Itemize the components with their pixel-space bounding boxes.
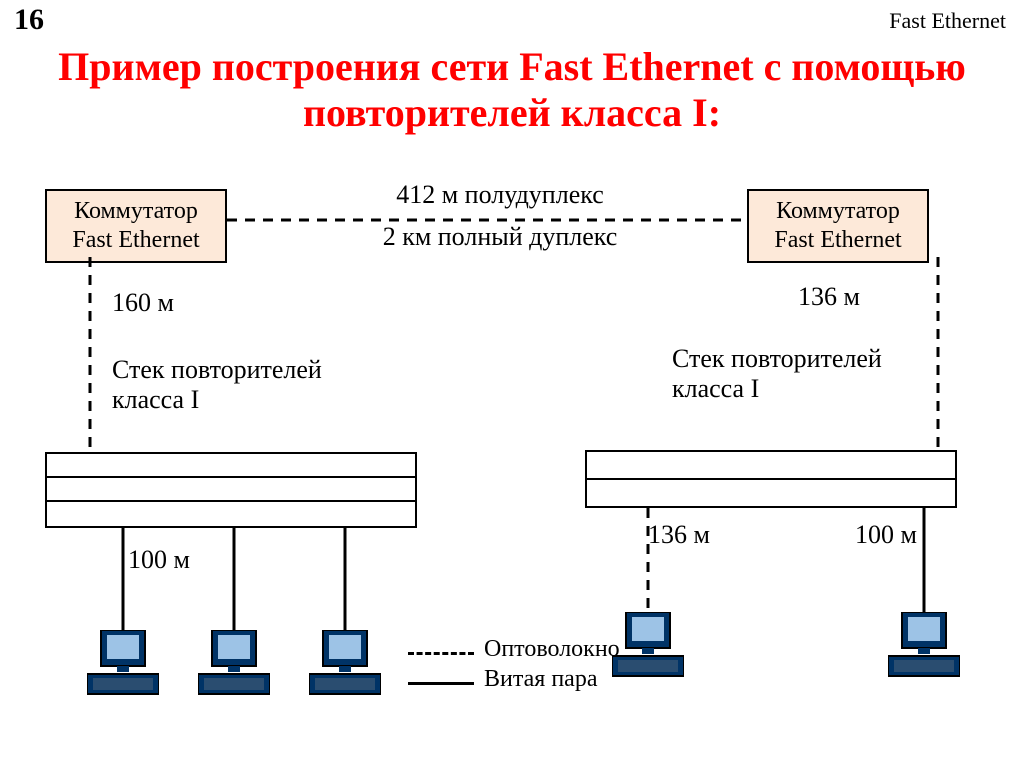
dist-right-pc-left: 136 м [648,520,710,550]
link-label-top: 412 м полудуплекс [350,180,650,210]
switch-left-label1: Коммутатор [57,197,215,226]
switch-right: Коммутатор Fast Ethernet [747,189,929,263]
switch-right-label1: Коммутатор [759,197,917,226]
stack-left [45,452,417,528]
computer-icon [612,612,684,680]
switch-left: Коммутатор Fast Ethernet [45,189,227,263]
computer-icon [198,630,270,698]
switch-right-label2: Fast Ethernet [759,226,917,255]
computer-icon [309,630,381,698]
computer-icon [888,612,960,680]
stack-right [585,450,957,508]
dist-right-down: 136 м [798,282,860,312]
legend-fiber-label: Оптоволокно [484,636,620,664]
legend-twisted-line [408,682,474,685]
legend-twisted-label: Витая пара [484,666,597,694]
computer-icon [87,630,159,698]
header-right: Fast Ethernet [889,8,1006,34]
legend-fiber-line [408,652,474,655]
stack-label-left: Стек повторителей класса I [112,355,322,415]
dist-right-pc-right: 100 м [855,520,917,550]
dist-left-down: 160 м [112,288,174,318]
slide-title: Пример построения сети Fast Ethernet с п… [0,44,1024,136]
switch-left-label2: Fast Ethernet [57,226,215,255]
page-number: 16 [14,3,44,37]
stack-label-right: Стек повторителей класса I [672,344,882,404]
link-label-bottom: 2 км полный дуплекс [320,222,680,252]
dist-left-pc: 100 м [128,545,190,575]
